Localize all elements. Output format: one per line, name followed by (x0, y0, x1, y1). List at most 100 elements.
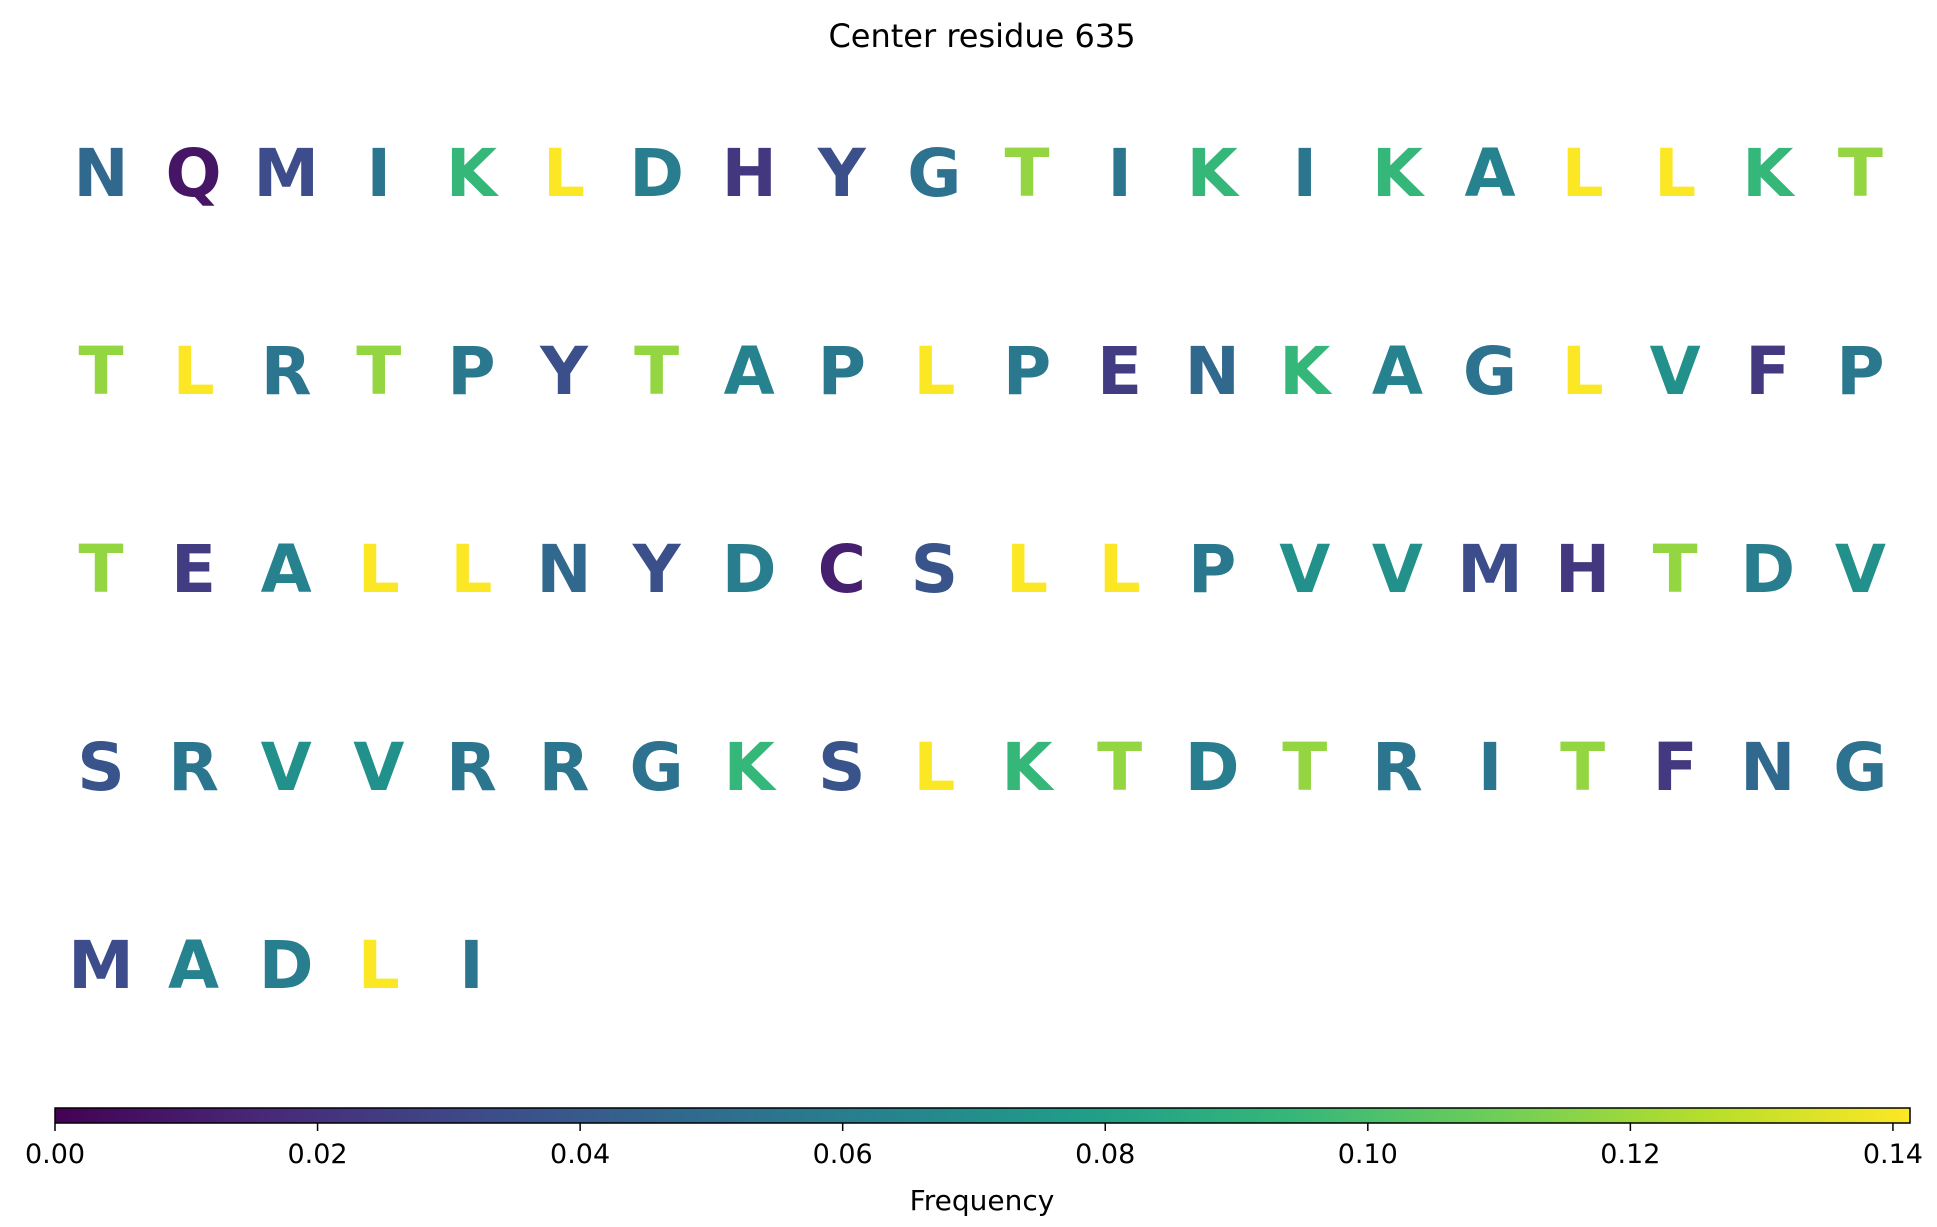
colorbar-tick-label: 0.02 (287, 1139, 347, 1170)
residue-letter: N (1740, 729, 1795, 806)
residue-letter: K (1742, 135, 1796, 212)
residue-letter: F (1653, 729, 1698, 806)
residue-letter: T (1653, 531, 1698, 608)
residue-letter: L (1099, 531, 1141, 608)
residue-letter: P (447, 333, 495, 410)
residue-letter: P (1003, 333, 1051, 410)
residue-letter: T (1004, 135, 1049, 212)
residue-letter: R (168, 729, 219, 806)
residue-letter: T (1560, 729, 1605, 806)
residue-letter: F (1745, 333, 1790, 410)
residue-letter: D (629, 135, 684, 212)
residue-letter: A (168, 927, 219, 1004)
residue-letter: T (1097, 729, 1142, 806)
residue-letter: K (1187, 135, 1241, 212)
residue-letter: T (1282, 729, 1327, 806)
residue-letter: L (1006, 531, 1048, 608)
residue-letter: A (1464, 135, 1515, 212)
colorbar-tick-label: 0.04 (550, 1139, 610, 1170)
residue-letter: M (1457, 531, 1523, 608)
residue-letter: V (353, 729, 404, 806)
residue-letter: R (446, 729, 497, 806)
residue-letter: T (78, 333, 123, 410)
residue-letter: S (77, 729, 125, 806)
residue-letter: L (1562, 333, 1604, 410)
residue-letter: L (358, 531, 400, 608)
residue-letter: E (171, 531, 216, 608)
residue-letter: L (913, 333, 955, 410)
residue-letter: L (1562, 135, 1604, 212)
colorbar-ticks: 0.00 0.02 0.04 0.06 0.08 0.10 0.12 0.14 (25, 1123, 1923, 1170)
residue-letter: G (907, 135, 961, 212)
colorbar-tick-label: 0.10 (1338, 1139, 1398, 1170)
residue-letter: Q (166, 135, 222, 212)
residue-letter: D (259, 927, 314, 1004)
residue-letter: L (543, 135, 585, 212)
colorbar-tick-label: 0.00 (25, 1139, 85, 1170)
residue-letter: I (1293, 135, 1318, 212)
residue-letter: V (1279, 531, 1330, 608)
residue-letter: L (173, 333, 215, 410)
chart-title: Center residue 635 (828, 17, 1135, 55)
residue-letter: T (1838, 135, 1883, 212)
residue-letter: G (1463, 333, 1517, 410)
residue-letter: P (1188, 531, 1236, 608)
residue-letter: C (818, 531, 866, 608)
residue-letter: P (818, 333, 866, 410)
residue-letter: N (1185, 333, 1240, 410)
residue-letter: D (1185, 729, 1240, 806)
colorbar-tick-label: 0.12 (1600, 1139, 1660, 1170)
residue-letter: L (358, 927, 400, 1004)
residue-letter: K (446, 135, 500, 212)
residue-letter: H (1555, 531, 1610, 608)
residue-grid: N Q M I K L D H Y G T I K I K A L L K TT L R T P Y T A P L P E N K A G L V F P… (68, 135, 1887, 1004)
residue-letter: M (253, 135, 319, 212)
residue-letter: P (1836, 333, 1884, 410)
residue-letter: K (1001, 729, 1055, 806)
residue-letter: T (356, 333, 401, 410)
residue-letter: K (724, 729, 778, 806)
residue-letter: I (1478, 729, 1503, 806)
residue-letter: I (367, 135, 392, 212)
residue-letter: L (913, 729, 955, 806)
residue-letter: L (1654, 135, 1696, 212)
residue-letter: D (722, 531, 777, 608)
residue-letter: S (818, 729, 866, 806)
residue-letter: E (1097, 333, 1142, 410)
colorbar-label: Frequency (910, 1184, 1055, 1217)
residue-letter: T (78, 531, 123, 608)
residue-letter: M (68, 927, 134, 1004)
residue-letter: D (1740, 531, 1795, 608)
residue-letter: G (630, 729, 684, 806)
residue-letter: Y (817, 135, 867, 212)
residue-letter: Y (632, 531, 682, 608)
residue-letter: V (1650, 333, 1701, 410)
colorbar-tick-label: 0.06 (813, 1139, 873, 1170)
residue-letter: V (1372, 531, 1423, 608)
residue-letter: T (634, 333, 679, 410)
residue-letter: A (1372, 333, 1423, 410)
residue-letter: K (1372, 135, 1426, 212)
residue-letter: G (1833, 729, 1887, 806)
colorbar: 0.00 0.02 0.04 0.06 0.08 0.10 0.12 0.14 Frequen… (25, 1107, 1923, 1217)
residue-letter: H (722, 135, 777, 212)
residue-letter: A (724, 333, 775, 410)
colorbar-gradient (54, 1107, 1911, 1124)
residue-letter: N (73, 135, 128, 212)
residue-letter: Y (539, 333, 589, 410)
residue-letter: A (261, 531, 312, 608)
residue-letter: K (1279, 333, 1333, 410)
colorbar-tick-label: 0.14 (1863, 1139, 1923, 1170)
residue-letter: L (450, 531, 492, 608)
colorbar-tick-label: 0.08 (1075, 1139, 1135, 1170)
residue-letter: I (1107, 135, 1132, 212)
residue-letter: N (536, 531, 591, 608)
residue-letter: R (1372, 729, 1423, 806)
residue-letter: R (539, 729, 590, 806)
residue-letter: V (261, 729, 312, 806)
residue-letter: S (911, 531, 959, 608)
residue-letter: V (1835, 531, 1886, 608)
residue-letter: I (459, 927, 484, 1004)
residue-letter: R (261, 333, 312, 410)
